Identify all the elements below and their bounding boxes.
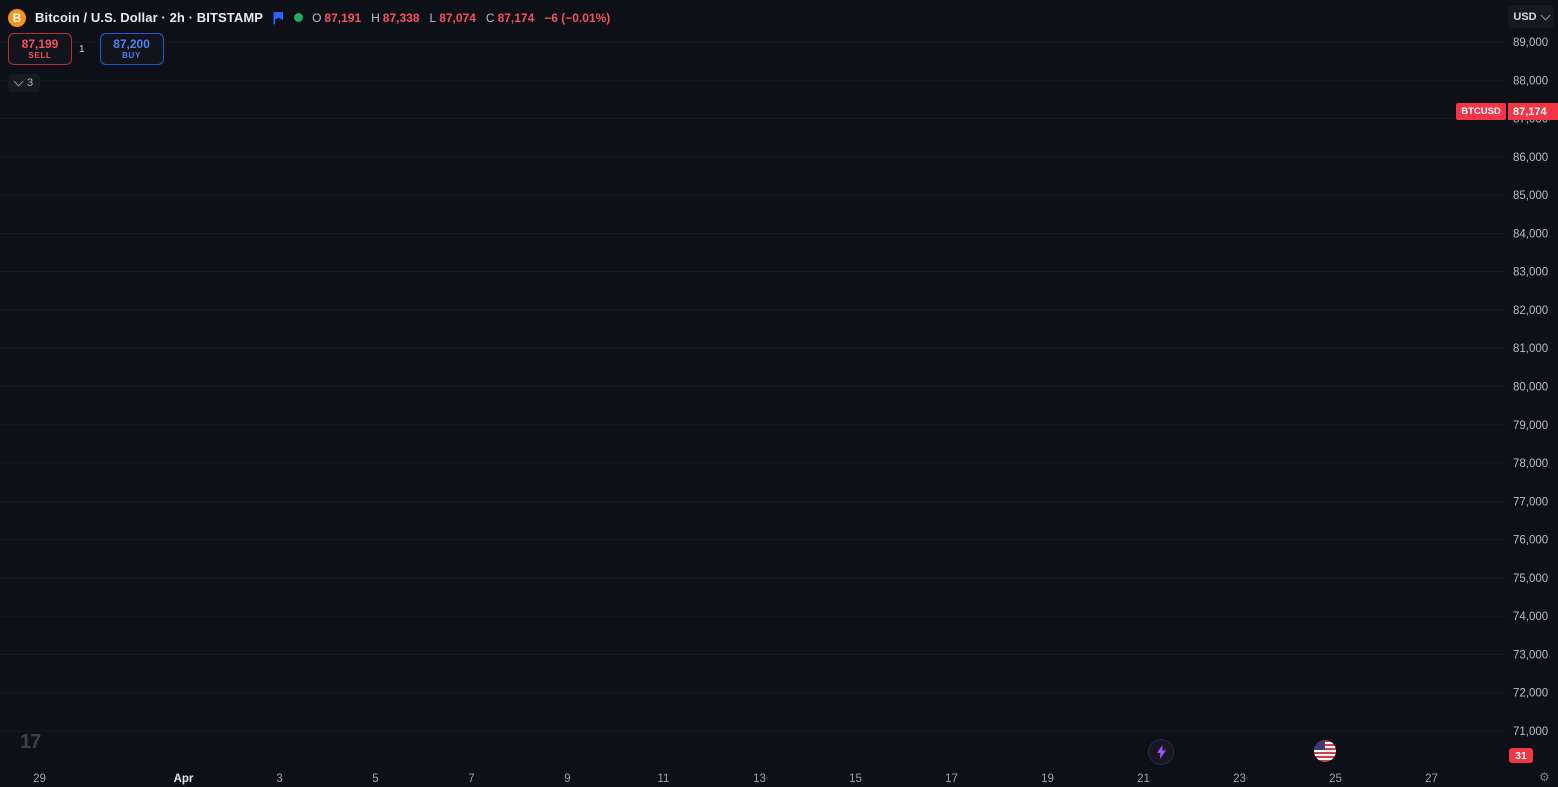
svg-text:11: 11: [658, 773, 670, 785]
sell-button[interactable]: 87,199 SELL: [8, 33, 72, 65]
time-axis[interactable]: [0, 770, 1507, 787]
low-value: 87,074: [439, 10, 476, 25]
tradingview-logo[interactable]: 17: [20, 731, 41, 753]
svg-text:85,000: 85,000: [1513, 190, 1548, 202]
svg-text:75,000: 75,000: [1513, 573, 1548, 585]
svg-text:5: 5: [372, 773, 378, 785]
svg-text:Apr: Apr: [174, 773, 194, 785]
svg-text:79,000: 79,000: [1513, 420, 1548, 432]
svg-text:84,000: 84,000: [1513, 228, 1548, 240]
chevron-down-icon: [1540, 10, 1551, 20]
indicators-count: 3: [26, 77, 34, 89]
spread-value: 1: [79, 43, 85, 55]
chevron-down-icon: [13, 76, 24, 87]
svg-text:29: 29: [33, 773, 46, 785]
svg-text:78,000: 78,000: [1513, 458, 1548, 470]
svg-text:80,000: 80,000: [1513, 382, 1548, 394]
svg-text:86,000: 86,000: [1513, 152, 1548, 164]
svg-text:88,000: 88,000: [1513, 75, 1548, 87]
svg-text:71,000: 71,000: [1513, 726, 1548, 738]
symbol-legend: B Bitcoin / U.S. Dollar · 2h · BITSTAMP …: [8, 8, 610, 27]
svg-text:21: 21: [1137, 773, 1150, 785]
svg-text:17: 17: [945, 773, 958, 785]
buy-button[interactable]: 87,200 BUY: [99, 33, 164, 65]
svg-text:89,000: 89,000: [1513, 37, 1548, 49]
currency-selector[interactable]: USD: [1508, 5, 1554, 28]
svg-text:74,000: 74,000: [1513, 611, 1548, 623]
svg-text:19: 19: [1041, 773, 1054, 785]
symbol-flag-icon[interactable]: [272, 11, 285, 25]
svg-text:13: 13: [753, 773, 766, 785]
svg-text:77,000: 77,000: [1513, 496, 1548, 508]
open-value: 87,191: [324, 10, 362, 25]
lightning-event-icon[interactable]: [1148, 739, 1174, 765]
close-value: 87,174: [497, 10, 535, 25]
svg-text:23: 23: [1233, 773, 1246, 785]
symbol-title[interactable]: Bitcoin / U.S. Dollar · 2h · BITSTAMP: [35, 10, 264, 25]
svg-text:3: 3: [276, 773, 282, 785]
svg-text:25: 25: [1329, 773, 1342, 785]
svg-text:73,000: 73,000: [1513, 649, 1548, 661]
us-flag-canton: [1314, 740, 1325, 750]
svg-text:72,000: 72,000: [1513, 688, 1548, 700]
svg-text:7: 7: [468, 773, 474, 785]
indicators-collapse-toggle[interactable]: 3: [8, 74, 40, 92]
us-economic-event-icon[interactable]: [1314, 740, 1336, 762]
high-value: 87,338: [382, 10, 420, 25]
gear-icon[interactable]: ⚙: [1539, 770, 1550, 784]
trade-panel: 87,199 SELL 1 87,200 BUY: [8, 33, 164, 65]
last-price-tag: 87,174: [1508, 103, 1558, 120]
sell-price: 87,199: [21, 37, 59, 51]
svg-text:9: 9: [564, 773, 570, 785]
svg-text:27: 27: [1425, 773, 1438, 785]
buy-price: 87,200: [113, 37, 150, 51]
ohlc-readout: O 87,191 H 87,338 L 87,074 C 87,174 −6 (−0.0…: [312, 10, 611, 25]
svg-text:83,000: 83,000: [1513, 267, 1548, 279]
svg-text:76,000: 76,000: [1513, 535, 1548, 547]
countdown-badge[interactable]: 31: [1509, 748, 1533, 763]
change-value: −6 (−0.01%): [544, 10, 611, 25]
market-status-icon[interactable]: [294, 13, 304, 22]
symbol-price-tag: BTCUSD: [1456, 103, 1506, 120]
svg-text:15: 15: [849, 773, 862, 785]
svg-text:81,000: 81,000: [1513, 343, 1548, 355]
svg-text:82,000: 82,000: [1513, 305, 1548, 317]
bitcoin-logo-icon: B: [8, 8, 26, 27]
